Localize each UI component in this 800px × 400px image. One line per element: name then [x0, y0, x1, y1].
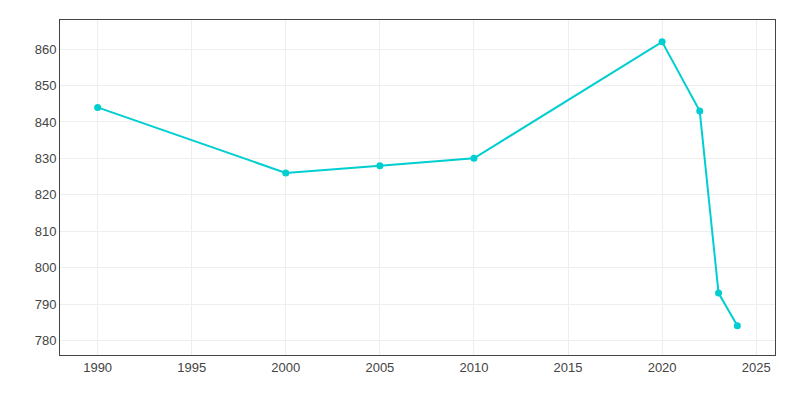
svg-text:780: 780: [35, 333, 57, 348]
svg-text:830: 830: [35, 151, 57, 166]
svg-text:790: 790: [35, 297, 57, 312]
svg-text:2020: 2020: [648, 360, 677, 375]
svg-text:2005: 2005: [365, 360, 394, 375]
svg-text:2015: 2015: [554, 360, 583, 375]
svg-text:820: 820: [35, 187, 57, 202]
svg-text:860: 860: [35, 42, 57, 57]
svg-text:1995: 1995: [177, 360, 206, 375]
svg-text:840: 840: [35, 115, 57, 130]
svg-text:2025: 2025: [742, 360, 771, 375]
svg-text:2010: 2010: [459, 360, 488, 375]
svg-text:1990: 1990: [83, 360, 112, 375]
svg-text:800: 800: [35, 260, 57, 275]
svg-text:2000: 2000: [271, 360, 300, 375]
svg-text:850: 850: [35, 78, 57, 93]
svg-text:810: 810: [35, 224, 57, 239]
